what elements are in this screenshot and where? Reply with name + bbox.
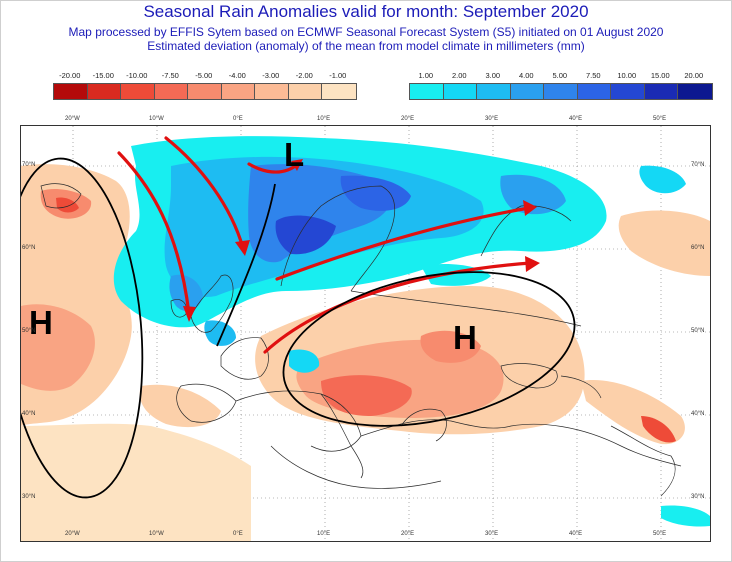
map-description: Estimated deviation (anomaly) of the mea…: [147, 39, 585, 53]
lon-label-bottom: 50°E: [653, 531, 667, 537]
legend_positive-label: 3.00: [485, 71, 501, 80]
legend_negative-swatch: [87, 84, 121, 99]
lat-label-right: 70°N: [691, 162, 705, 168]
lon-label-top: 10°E: [317, 116, 331, 122]
lon-label-bottom: 10°E: [317, 531, 331, 537]
legend_negative-swatch: [154, 84, 188, 99]
legend_negative-label: -1.00: [329, 71, 347, 80]
lat-label-left: 30°N: [22, 494, 36, 500]
arrow-head-5: [525, 256, 540, 272]
lon-label-bottom: 10°W: [149, 531, 164, 537]
trough-line: [216, 183, 276, 347]
legend_positive-swatch: [510, 84, 544, 99]
arrow-head-1: [183, 306, 196, 322]
legend_positive-label: 15.00: [650, 71, 670, 80]
lon-label-top: 10°W: [149, 116, 164, 122]
lat-label-right: 50°N: [691, 328, 705, 334]
legend_positive-swatch: [577, 84, 611, 99]
lon-label-top: 20°E: [401, 116, 415, 122]
coastlines: [40, 183, 682, 497]
lon-label-top: 20°W: [65, 116, 80, 122]
legend-negative-colorbar: [53, 83, 357, 100]
lon-label-bottom: 40°E: [569, 531, 583, 537]
legend_positive-swatch: [477, 84, 511, 99]
high-center-ellipse: [282, 271, 576, 427]
legend_negative-swatch: [54, 84, 88, 99]
lat-label-right: 30°N: [691, 494, 705, 500]
lon-label-top: 50°E: [653, 116, 667, 122]
legend_negative-swatch: [288, 84, 322, 99]
legend_negative-label: -4.00: [228, 71, 246, 80]
legend_positive-label: 20.00: [684, 71, 704, 80]
flow-arrow-5: [263, 261, 533, 354]
dry-anomaly-areas: [21, 164, 710, 541]
lon-label-top: 40°E: [569, 116, 583, 122]
low-center-label: L: [284, 136, 305, 173]
legend_positive-label: 5.00: [552, 71, 568, 80]
legend-positive-colorbar: [409, 83, 713, 100]
flow-arrows: [117, 136, 533, 354]
high-left-label: H: [29, 304, 53, 341]
legend_negative-swatch: [221, 84, 255, 99]
legend_negative-label: -2.00: [295, 71, 313, 80]
legend_negative-swatch: [121, 84, 155, 99]
map-canvas: [21, 126, 710, 541]
legend_negative-swatch: [255, 84, 289, 99]
legend_positive-swatch: [410, 84, 444, 99]
lon-label-top: 0°E: [233, 116, 243, 122]
legend_positive-swatch: [644, 84, 678, 99]
wet-anomaly-areas: [113, 136, 710, 527]
legend_negative-label: -10.00: [126, 71, 148, 80]
legend_negative-label: -3.00: [262, 71, 280, 80]
flow-arrow-1: [117, 151, 191, 316]
legend_negative-swatch: [188, 84, 222, 99]
arrow-heads: [183, 159, 540, 322]
lon-label-bottom: 20°E: [401, 531, 415, 537]
lon-label-bottom: 30°E: [485, 531, 499, 537]
legend_positive-swatch: [544, 84, 578, 99]
legend_negative-label: -5.00: [195, 71, 213, 80]
lon-label-bottom: 0°E: [233, 531, 243, 537]
lat-label-right: 60°N: [691, 245, 705, 251]
legend_positive-swatch: [443, 84, 477, 99]
legend_negative-swatch: [322, 84, 356, 99]
legend_positive-swatch: [611, 84, 645, 99]
high-left-ellipse: [21, 157, 144, 499]
lat-label-left: 60°N: [22, 245, 36, 251]
arrow-head-4: [523, 200, 537, 216]
legend_negative-label: -15.00: [92, 71, 114, 80]
legend_negative-label: -20.00: [59, 71, 81, 80]
flow-arrow-4: [275, 206, 531, 281]
legend_negative-label: -7.50: [161, 71, 179, 80]
high-center-label: H: [453, 319, 477, 356]
legend_positive-label: 4.00: [518, 71, 534, 80]
lat-label-left: 40°N: [22, 411, 36, 417]
anomaly-map: H L H: [20, 125, 711, 542]
legend_positive-swatch: [678, 84, 712, 99]
lat-label-right: 40°N: [691, 411, 705, 417]
lat-label-left: 70°N: [22, 162, 36, 168]
legend_positive-label: 7.50: [585, 71, 601, 80]
flow-arrow-2: [164, 136, 245, 250]
map-title: Seasonal Rain Anomalies valid for month:…: [143, 2, 589, 21]
arrow-head-3: [291, 159, 303, 171]
flow-arrow-3: [247, 162, 300, 174]
legend_positive-label: 2.00: [451, 71, 467, 80]
legend_positive-label: 1.00: [418, 71, 434, 80]
lat-label-left: 50°N: [22, 328, 36, 334]
map-subtitle: Map processed by EFFIS Sytem based on EC…: [68, 25, 664, 39]
lon-label-bottom: 20°W: [65, 531, 80, 537]
legend_positive-label: 10.00: [617, 71, 637, 80]
arrow-head-2: [235, 240, 250, 256]
pressure-outlines: [21, 157, 576, 499]
lon-label-top: 30°E: [485, 116, 499, 122]
